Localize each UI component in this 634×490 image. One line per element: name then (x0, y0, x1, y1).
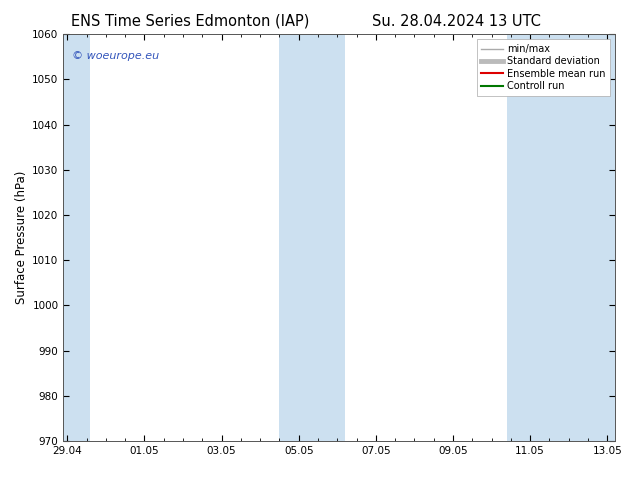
Legend: min/max, Standard deviation, Ensemble mean run, Controll run: min/max, Standard deviation, Ensemble me… (477, 39, 610, 96)
Text: © woeurope.eu: © woeurope.eu (72, 50, 158, 61)
Text: Su. 28.04.2024 13 UTC: Su. 28.04.2024 13 UTC (372, 14, 541, 29)
Bar (507, 34, 615, 441)
Bar (280, 34, 345, 441)
Text: ENS Time Series Edmonton (IAP): ENS Time Series Edmonton (IAP) (71, 14, 309, 29)
Bar (63, 34, 91, 441)
Y-axis label: Surface Pressure (hPa): Surface Pressure (hPa) (15, 171, 28, 304)
